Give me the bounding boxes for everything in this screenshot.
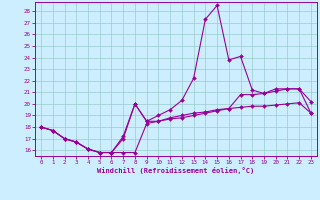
X-axis label: Windchill (Refroidissement éolien,°C): Windchill (Refroidissement éolien,°C)	[97, 167, 255, 174]
